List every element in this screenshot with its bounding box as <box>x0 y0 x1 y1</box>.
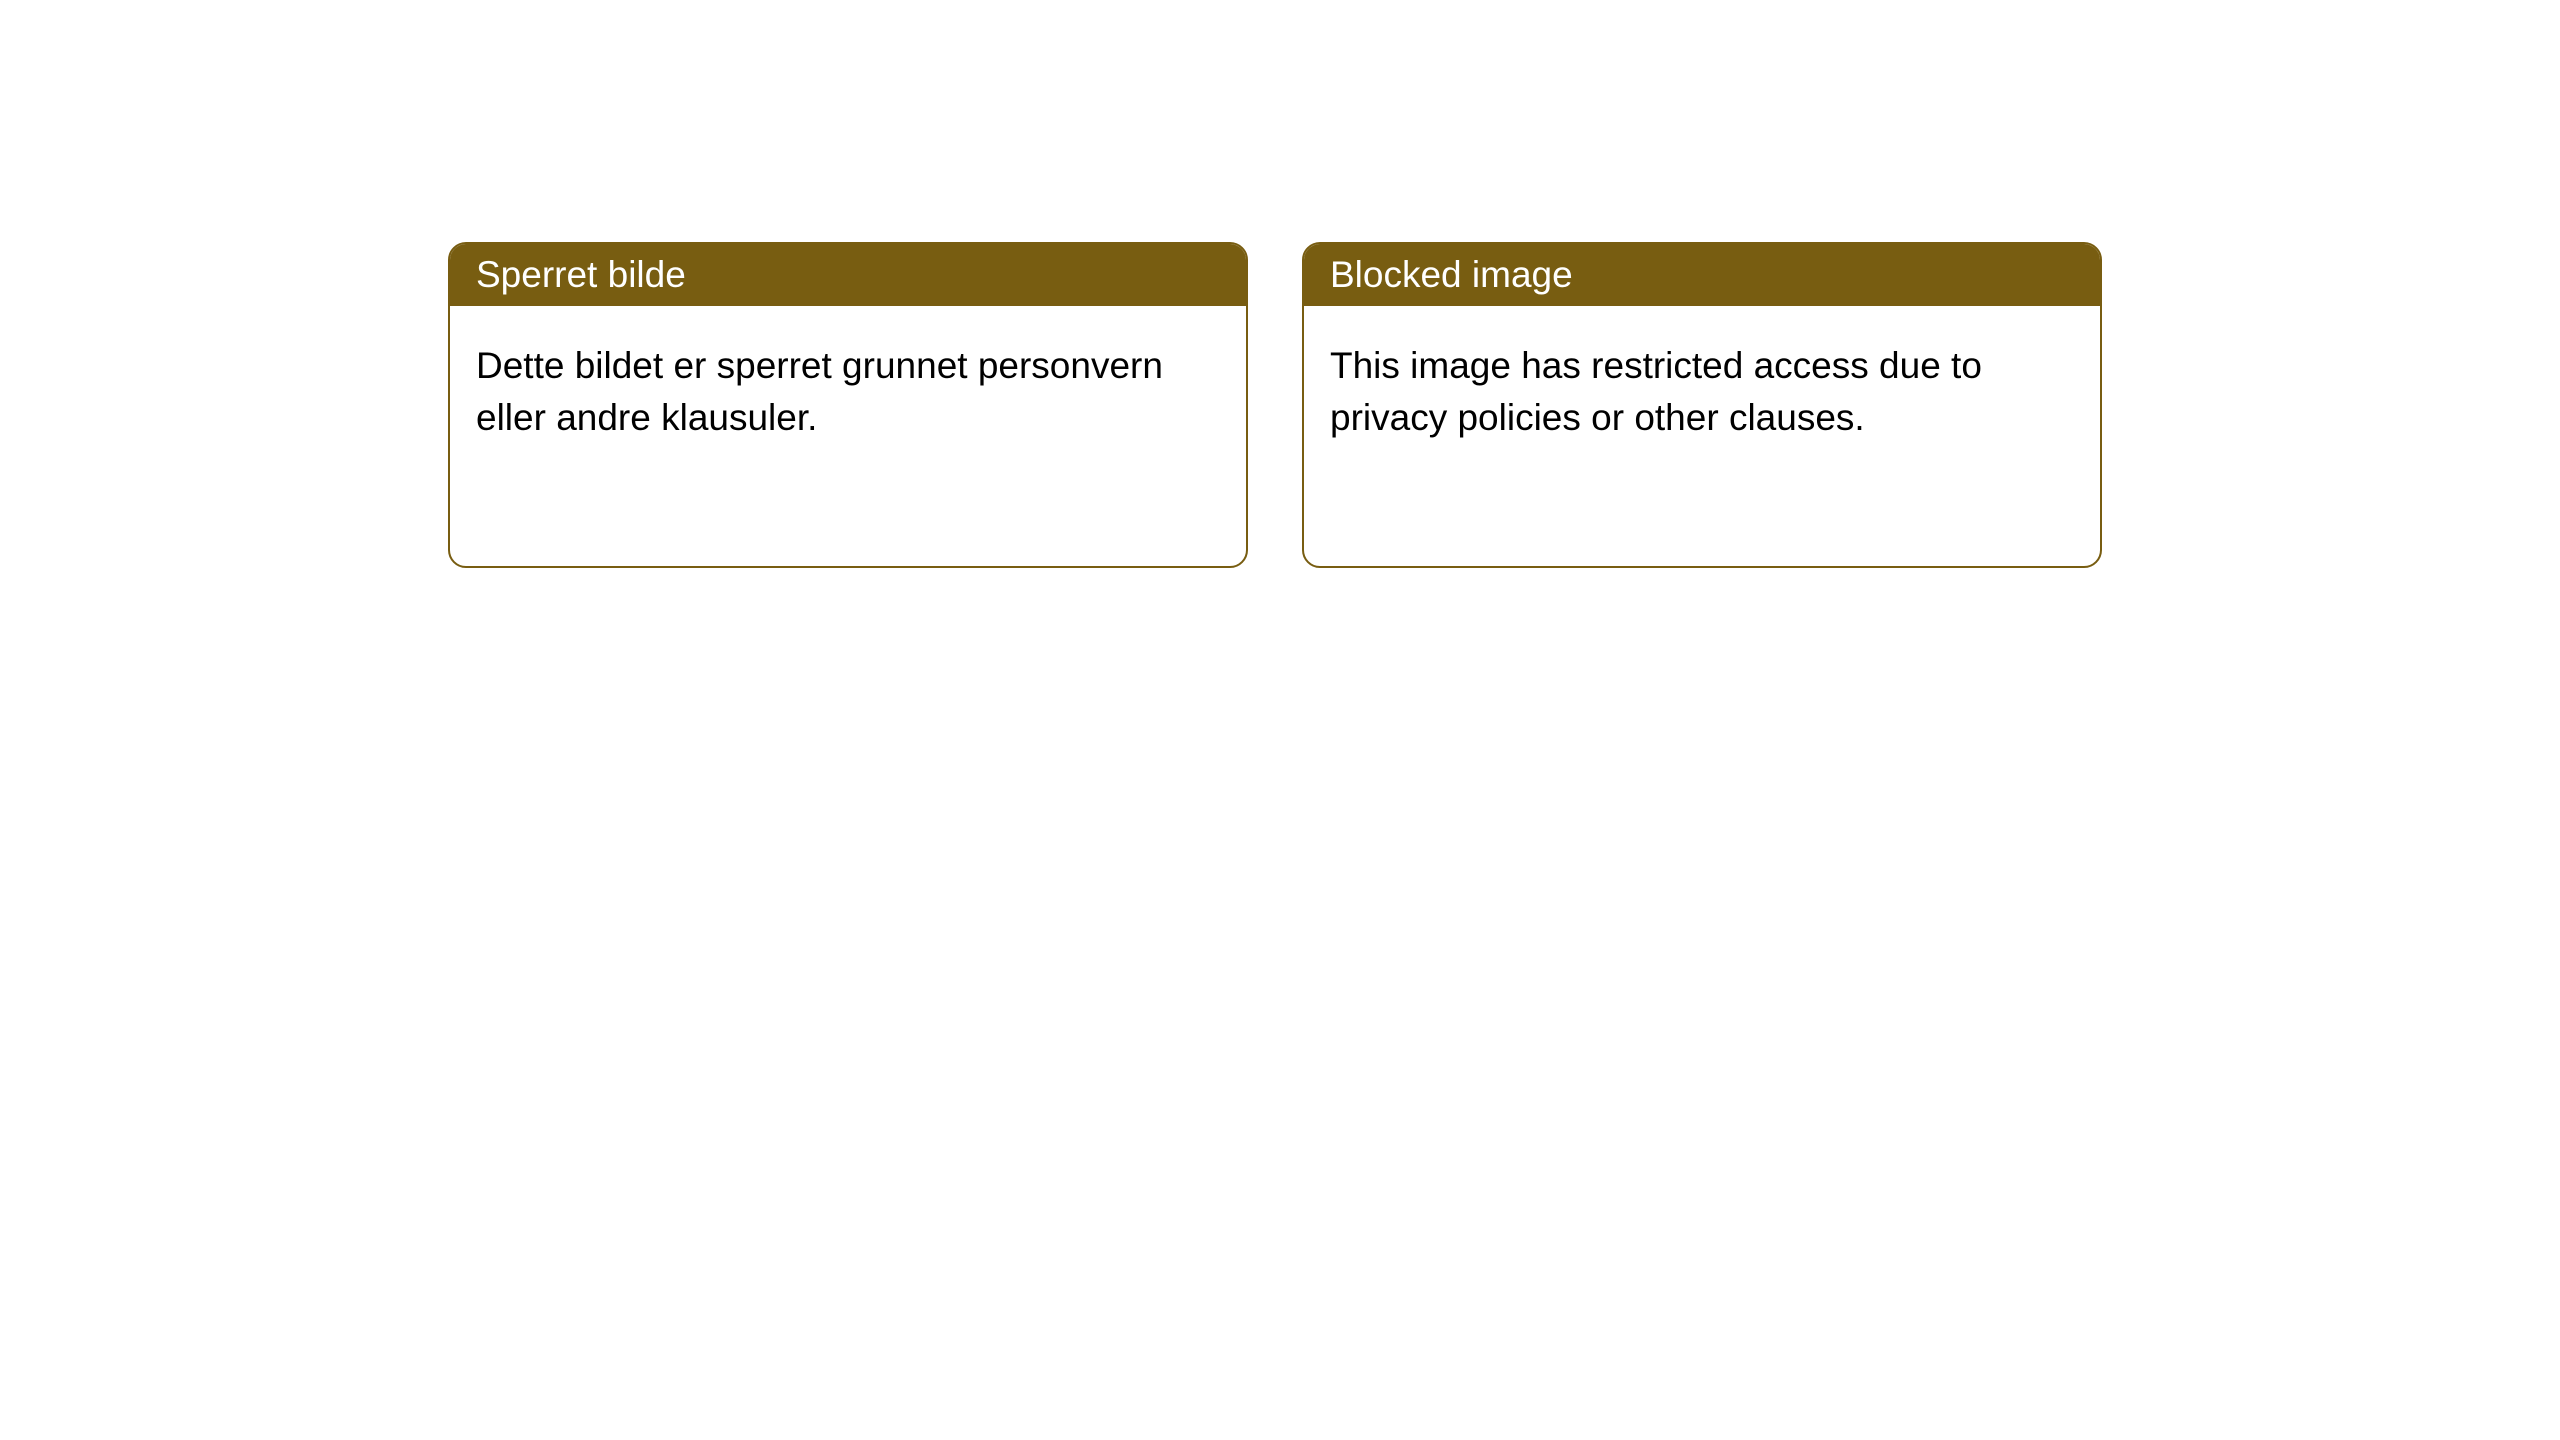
card-header: Blocked image <box>1304 244 2100 306</box>
card-title: Blocked image <box>1330 254 1573 295</box>
blocked-image-card-en: Blocked image This image has restricted … <box>1302 242 2102 568</box>
card-body: Dette bildet er sperret grunnet personve… <box>450 306 1246 566</box>
notice-container: Sperret bilde Dette bildet er sperret gr… <box>0 0 2560 568</box>
card-body: This image has restricted access due to … <box>1304 306 2100 566</box>
card-title: Sperret bilde <box>476 254 686 295</box>
card-message: Dette bildet er sperret grunnet personve… <box>476 340 1220 444</box>
card-message: This image has restricted access due to … <box>1330 340 2074 444</box>
blocked-image-card-no: Sperret bilde Dette bildet er sperret gr… <box>448 242 1248 568</box>
card-header: Sperret bilde <box>450 244 1246 306</box>
